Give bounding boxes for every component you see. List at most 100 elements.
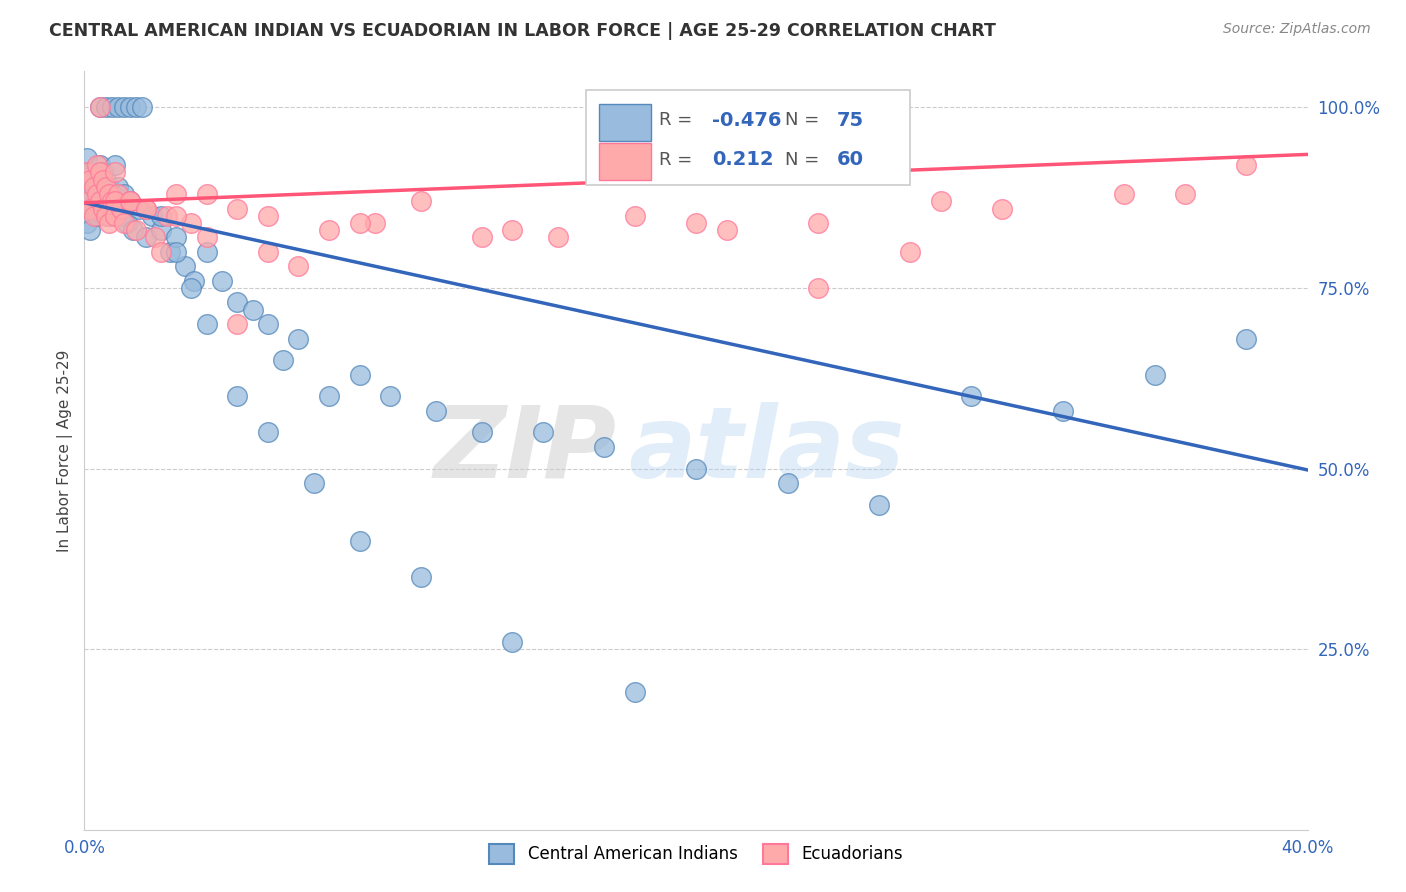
Text: N =: N =: [786, 112, 825, 129]
Point: [112, 100, 135, 114]
Point: [94, 202, 117, 216]
Point: [89, 194, 111, 209]
Point: [110, 202, 132, 216]
Point: [226, 295, 249, 310]
Point: [104, 165, 127, 179]
Point: [685, 216, 707, 230]
Point: [115, 216, 138, 230]
Y-axis label: In Labor Force | Age 25-29: In Labor Force | Age 25-29: [58, 350, 73, 551]
Point: [349, 216, 371, 230]
Point: [76, 194, 98, 209]
Point: [122, 223, 145, 237]
Point: [807, 281, 830, 295]
Point: [97, 187, 120, 202]
Point: [271, 353, 294, 368]
Point: [79, 223, 101, 237]
Point: [101, 100, 124, 114]
Point: [869, 498, 891, 512]
FancyBboxPatch shape: [599, 143, 651, 180]
Point: [112, 216, 135, 230]
Point: [107, 100, 129, 114]
Point: [91, 194, 114, 209]
Point: [97, 180, 120, 194]
Legend: Central American Indians, Ecuadorians: Central American Indians, Ecuadorians: [482, 837, 910, 871]
Point: [83, 202, 105, 216]
Point: [94, 172, 117, 186]
Point: [195, 317, 218, 331]
Point: [86, 158, 108, 172]
Point: [86, 209, 108, 223]
Point: [79, 172, 101, 186]
FancyBboxPatch shape: [586, 90, 910, 186]
Point: [226, 389, 249, 403]
Point: [242, 302, 264, 317]
Point: [195, 244, 218, 259]
Point: [83, 172, 105, 186]
Point: [165, 187, 187, 202]
Point: [1236, 332, 1258, 346]
Text: -0.476: -0.476: [711, 111, 782, 129]
Point: [149, 223, 172, 237]
Point: [349, 368, 371, 382]
Point: [86, 187, 108, 202]
Point: [156, 209, 179, 223]
Point: [502, 635, 524, 649]
Text: 60: 60: [837, 150, 863, 169]
Point: [380, 389, 402, 403]
Point: [318, 389, 340, 403]
Point: [257, 317, 280, 331]
Point: [83, 180, 105, 194]
Text: 75: 75: [837, 111, 863, 129]
Point: [624, 685, 647, 699]
Point: [76, 216, 98, 230]
Point: [165, 244, 187, 259]
Text: 0.212: 0.212: [711, 150, 773, 169]
Text: atlas: atlas: [628, 402, 905, 499]
Point: [104, 202, 127, 216]
Point: [86, 180, 108, 194]
Point: [120, 194, 142, 209]
Point: [318, 223, 340, 237]
Point: [79, 165, 101, 179]
Point: [807, 216, 830, 230]
Point: [502, 223, 524, 237]
Text: Source: ZipAtlas.com: Source: ZipAtlas.com: [1223, 22, 1371, 37]
Point: [104, 209, 127, 223]
Point: [97, 216, 120, 230]
Point: [409, 570, 432, 584]
Point: [101, 194, 124, 209]
Point: [226, 202, 249, 216]
Point: [685, 461, 707, 475]
Point: [104, 194, 127, 209]
Point: [149, 244, 172, 259]
Point: [1174, 187, 1197, 202]
Point: [776, 475, 799, 490]
Point: [716, 223, 738, 237]
Point: [1143, 368, 1166, 382]
Point: [120, 100, 142, 114]
Point: [364, 216, 387, 230]
Point: [89, 187, 111, 202]
Point: [531, 425, 554, 440]
Point: [107, 180, 129, 194]
Point: [110, 209, 132, 223]
Point: [349, 533, 371, 548]
Point: [143, 230, 166, 244]
Point: [211, 274, 233, 288]
Point: [141, 209, 163, 223]
Point: [174, 260, 197, 274]
Point: [409, 194, 432, 209]
Point: [89, 100, 111, 114]
Point: [120, 194, 142, 209]
Point: [425, 403, 447, 417]
Point: [128, 202, 150, 216]
Point: [195, 187, 218, 202]
Point: [471, 230, 494, 244]
Point: [125, 100, 148, 114]
Point: [547, 230, 569, 244]
Point: [226, 317, 249, 331]
Point: [104, 158, 127, 172]
Point: [149, 209, 172, 223]
Point: [94, 180, 117, 194]
Point: [76, 187, 98, 202]
